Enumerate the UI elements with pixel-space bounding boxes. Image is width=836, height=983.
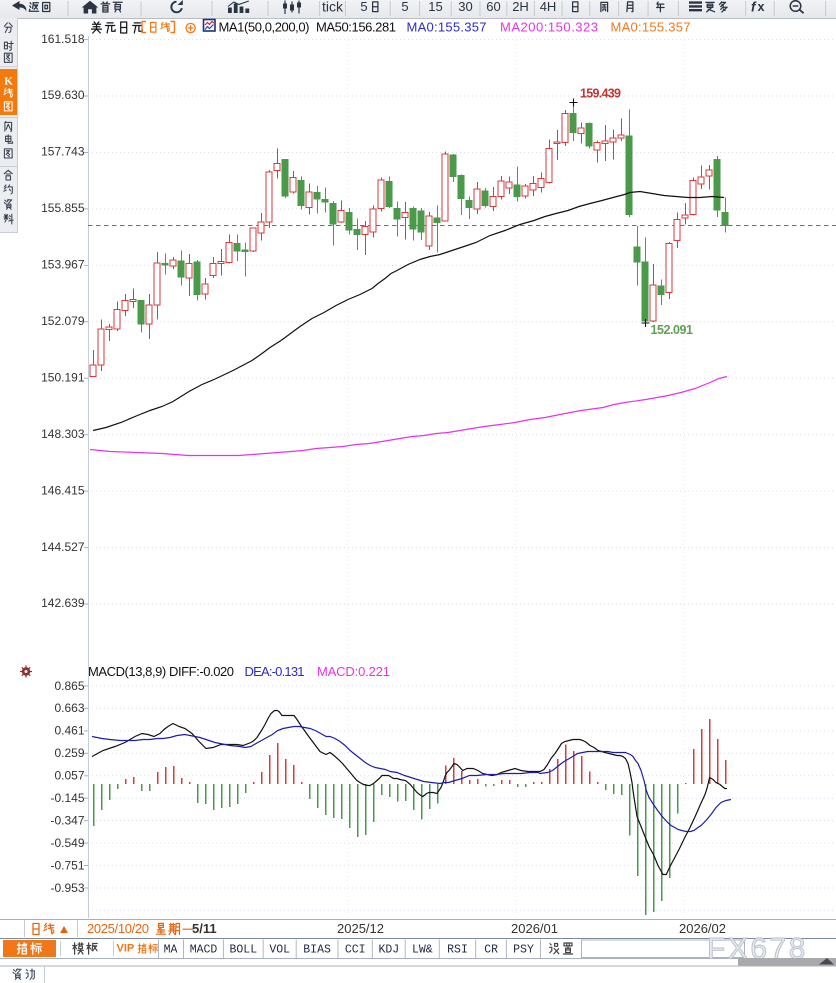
svg-text:MA1(50,0,200,0): MA1(50,0,200,0) [219,20,310,35]
svg-text:0.057: 0.057 [54,769,84,783]
svg-text:MA0:155.357: MA0:155.357 [407,20,487,35]
svg-text:142.639: 142.639 [41,596,85,610]
svg-text:K: K [4,76,13,88]
svg-text:MA0:155.357: MA0:155.357 [611,20,691,35]
svg-text:152.091: 152.091 [651,323,694,337]
svg-text:tick: tick [322,0,344,14]
svg-text:VIP: VIP [117,943,135,955]
svg-text:-0.347: -0.347 [50,813,84,827]
svg-text:60: 60 [486,0,500,14]
svg-text:KDJ: KDJ [378,944,399,957]
svg-text:x: x [758,0,765,14]
svg-text:159.439: 159.439 [580,87,621,101]
svg-text:144.527: 144.527 [41,540,85,554]
svg-text:CR: CR [484,944,498,957]
svg-text:PSY: PSY [513,944,534,957]
svg-text:CCI: CCI [345,944,366,957]
svg-text:2025/12: 2025/12 [337,921,384,936]
svg-text:5: 5 [360,0,367,14]
svg-text:152.079: 152.079 [41,314,85,328]
svg-text:4H: 4H [540,0,557,14]
svg-text:30: 30 [458,0,472,14]
svg-text:146.415: 146.415 [41,483,85,497]
svg-text:2026/01: 2026/01 [511,921,558,936]
svg-text:MA50:156.281: MA50:156.281 [316,20,396,35]
svg-text:BIAS: BIAS [303,944,331,957]
svg-text:0.663: 0.663 [54,701,84,715]
svg-text:0.259: 0.259 [54,746,84,760]
svg-text:-0.145: -0.145 [50,791,84,805]
svg-text:159.630: 159.630 [41,88,85,102]
svg-text:MA: MA [164,944,178,957]
svg-text:150.191: 150.191 [41,370,85,384]
svg-text:VOL: VOL [269,944,290,957]
svg-text:2H: 2H [512,0,529,14]
svg-text:15: 15 [428,0,442,14]
svg-text:0.461: 0.461 [54,724,84,738]
svg-text:2025/10/20: 2025/10/20 [87,921,149,936]
svg-text:f: f [751,0,757,15]
svg-text:LW&: LW& [412,944,433,957]
svg-text:5: 5 [401,0,408,14]
svg-text:RSI: RSI [447,944,468,957]
svg-text:MACD: MACD [190,944,218,957]
svg-text:0.865: 0.865 [54,679,84,693]
svg-text:157.743: 157.743 [41,145,85,159]
svg-text:-0.953: -0.953 [50,881,84,895]
svg-text:153.967: 153.967 [41,258,85,272]
svg-text:MACD(13,8,9) DIFF:-0.020: MACD(13,8,9) DIFF:-0.020 [88,664,234,679]
svg-text:5/11: 5/11 [192,921,217,936]
svg-text:MACD:0.221: MACD:0.221 [317,664,390,679]
svg-text:DEA:-0.131: DEA:-0.131 [245,664,305,679]
svg-text:-0.751: -0.751 [50,858,84,872]
svg-text:161.518: 161.518 [41,32,85,46]
svg-text:BOLL: BOLL [229,944,257,957]
svg-text:-0.549: -0.549 [50,836,84,850]
svg-text:148.303: 148.303 [41,427,85,441]
svg-text:MA200:150.323: MA200:150.323 [500,20,598,35]
svg-text:2026/02: 2026/02 [679,921,726,936]
svg-text:155.855: 155.855 [41,201,85,215]
